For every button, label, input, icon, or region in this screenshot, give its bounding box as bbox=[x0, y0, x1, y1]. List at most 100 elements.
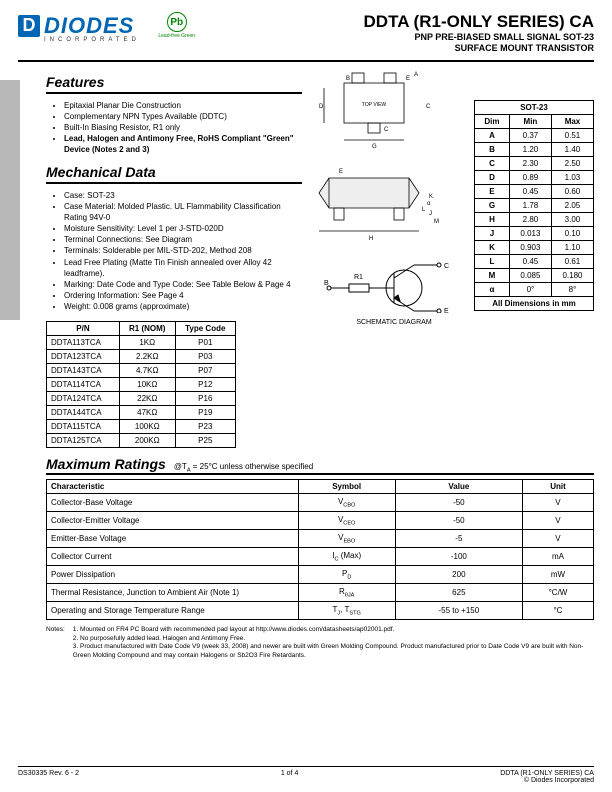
features-head: Features bbox=[46, 74, 302, 94]
table-cell: DDTA114TCA bbox=[47, 377, 120, 391]
table-cell: -50 bbox=[395, 494, 522, 512]
mech-item: Lead Free Plating (Matte Tin Finish anne… bbox=[64, 257, 302, 279]
dim-header: Max bbox=[551, 115, 593, 129]
svg-text:D: D bbox=[319, 104, 324, 110]
table-cell: 0.085 bbox=[509, 269, 551, 283]
table-cell: 0° bbox=[509, 283, 551, 297]
max-ratings-head: Maximum Ratings bbox=[46, 456, 166, 472]
svg-text:TOP VIEW: TOP VIEW bbox=[362, 102, 387, 108]
table-cell: DDTA143TCA bbox=[47, 363, 120, 377]
mech-list: Case: SOT-23 Case Material: Molded Plast… bbox=[46, 190, 302, 313]
header: D DIODES Pb Lead-free Green INCORPORATED… bbox=[18, 12, 594, 62]
max-ratings-cond: @TA = 25°C unless otherwise specified bbox=[174, 462, 313, 474]
table-cell: °C bbox=[522, 602, 593, 620]
table-cell: J bbox=[475, 227, 510, 241]
svg-text:α: α bbox=[427, 201, 431, 207]
svg-text:C: C bbox=[426, 104, 431, 110]
mech-item: Case Material: Molded Plastic. UL Flamma… bbox=[64, 201, 302, 223]
svg-text:E: E bbox=[406, 76, 410, 82]
svg-text:R1: R1 bbox=[354, 274, 363, 281]
pb-icon: Pb bbox=[167, 12, 187, 32]
table-cell: Emitter-Base Voltage bbox=[47, 530, 299, 548]
table-cell: 1.40 bbox=[551, 143, 593, 157]
table-cell: 2.80 bbox=[509, 213, 551, 227]
table-cell: 200 bbox=[395, 566, 522, 584]
table-cell: -55 to +150 bbox=[395, 602, 522, 620]
feature-item: Complementary NPN Types Available (DDTC) bbox=[64, 111, 302, 122]
svg-text:C: C bbox=[384, 127, 389, 133]
table-cell: 0.37 bbox=[509, 129, 551, 143]
table-cell: α bbox=[475, 283, 510, 297]
table-cell: B bbox=[475, 143, 510, 157]
table-cell: P19 bbox=[175, 405, 235, 419]
subtitle-1: PNP PRE-BIASED SMALL SIGNAL SOT-23 bbox=[364, 32, 594, 43]
table-cell: P12 bbox=[175, 377, 235, 391]
table-cell: RθJA bbox=[298, 584, 395, 602]
svg-text:E: E bbox=[339, 169, 343, 175]
table-cell: 22KΩ bbox=[119, 391, 175, 405]
table-cell: DDTA125TCA bbox=[47, 433, 120, 447]
table-cell: DDTA144TCA bbox=[47, 405, 120, 419]
mech-item: Terminal Connections: See Diagram bbox=[64, 234, 302, 245]
pn-header: Type Code bbox=[175, 321, 235, 335]
svg-text:L: L bbox=[422, 207, 426, 213]
schematic-label: SCHEMATIC DIAGRAM bbox=[324, 319, 464, 326]
table-cell: P01 bbox=[175, 335, 235, 349]
logo-area: D DIODES Pb Lead-free Green INCORPORATED bbox=[18, 12, 195, 43]
table-cell: Thermal Resistance, Junction to Ambient … bbox=[47, 584, 299, 602]
note-item: 1. Mounted on FR4 PC Board with recommen… bbox=[73, 626, 594, 634]
table-cell: P03 bbox=[175, 349, 235, 363]
table-cell: 0.60 bbox=[551, 185, 593, 199]
feature-item: Built-In Biasing Resistor, R1 only bbox=[64, 122, 302, 133]
svg-text:G: G bbox=[372, 144, 377, 150]
leadfree-badge: Pb Lead-free Green bbox=[158, 12, 195, 39]
table-cell: 1.10 bbox=[551, 241, 593, 255]
title-block: DDTA (R1-ONLY SERIES) CA PNP PRE-BIASED … bbox=[364, 12, 594, 54]
table-cell: VCEO bbox=[298, 512, 395, 530]
note-item: 3. Product manufactured with Date Code V… bbox=[73, 643, 594, 660]
pn-header: R1 (NOM) bbox=[119, 321, 175, 335]
svg-text:M: M bbox=[434, 219, 439, 225]
table-cell: TJ, TSTG bbox=[298, 602, 395, 620]
table-cell: 0.180 bbox=[551, 269, 593, 283]
schematic-diagram: B R1 C E bbox=[324, 253, 464, 326]
table-cell: 0.61 bbox=[551, 255, 593, 269]
pn-table: P/N R1 (NOM) Type Code DDTA113TCA1KΩP01D… bbox=[46, 321, 236, 448]
table-cell: DDTA115TCA bbox=[47, 419, 120, 433]
table-cell: 100KΩ bbox=[119, 419, 175, 433]
table-cell: PD bbox=[298, 566, 395, 584]
svg-text:B: B bbox=[324, 280, 329, 287]
table-cell: 0.89 bbox=[509, 171, 551, 185]
dim-header: Min bbox=[509, 115, 551, 129]
table-cell: P16 bbox=[175, 391, 235, 405]
table-cell: K bbox=[475, 241, 510, 255]
table-cell: 2.30 bbox=[509, 157, 551, 171]
table-cell: 8° bbox=[551, 283, 593, 297]
table-cell: E bbox=[475, 185, 510, 199]
table-cell: Collector-Emitter Voltage bbox=[47, 512, 299, 530]
table-cell: 0.10 bbox=[551, 227, 593, 241]
svg-text:C: C bbox=[444, 263, 449, 270]
max-header: Value bbox=[395, 480, 522, 494]
table-cell: 3.00 bbox=[551, 213, 593, 227]
table-cell: VCBO bbox=[298, 494, 395, 512]
table-cell: -100 bbox=[395, 548, 522, 566]
table-cell: 10KΩ bbox=[119, 377, 175, 391]
table-cell: Operating and Storage Temperature Range bbox=[47, 602, 299, 620]
notes-label: Notes: bbox=[46, 626, 65, 660]
dimensions-table: SOT-23 Dim Min Max A0.370.51B1.201.40C2.… bbox=[474, 100, 594, 311]
table-cell: -50 bbox=[395, 512, 522, 530]
mech-head: Mechanical Data bbox=[46, 164, 302, 184]
max-ratings-table: Characteristic Symbol Value Unit Collect… bbox=[46, 479, 594, 620]
svg-text:J: J bbox=[429, 211, 432, 217]
mech-item: Weight: 0.008 grams (approximate) bbox=[64, 301, 302, 312]
table-cell: P07 bbox=[175, 363, 235, 377]
table-cell: IC (Max) bbox=[298, 548, 395, 566]
part-title: DDTA (R1-ONLY SERIES) CA bbox=[364, 12, 594, 32]
table-cell: C bbox=[475, 157, 510, 171]
max-header: Characteristic bbox=[47, 480, 299, 494]
note-item: 2. No purposefully added lead. Halogen a… bbox=[73, 635, 594, 643]
svg-text:E: E bbox=[444, 308, 449, 313]
table-cell: 47KΩ bbox=[119, 405, 175, 419]
svg-text:B: B bbox=[346, 76, 350, 82]
